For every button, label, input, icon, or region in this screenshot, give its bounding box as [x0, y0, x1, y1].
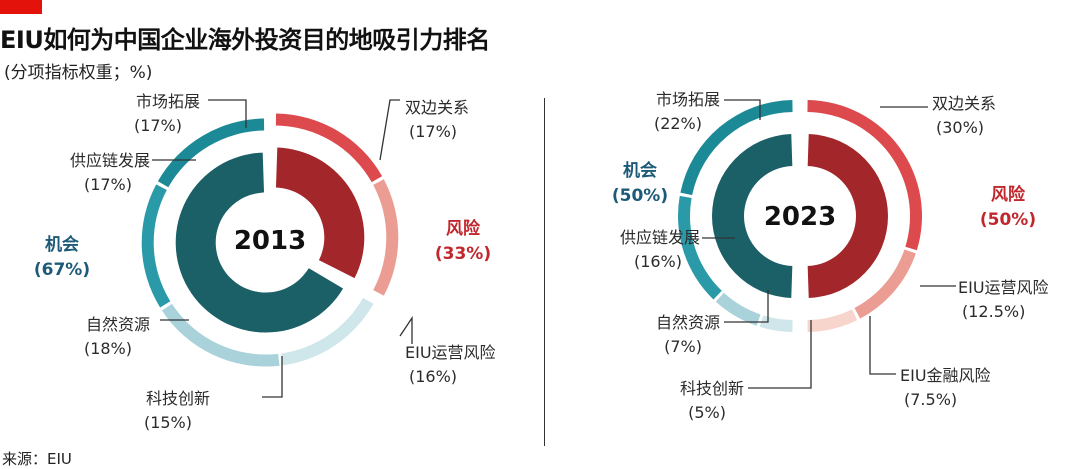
group-value-opportunity: (67%)	[34, 260, 90, 280]
ring-segment-bilateral-relations	[275, 113, 383, 183]
group-label-opportunity: 机会	[623, 160, 657, 181]
group-label-risk: 风险	[991, 184, 1026, 205]
risk-half	[275, 113, 399, 296]
ring-segment-financial-risk	[807, 309, 858, 332]
segment-value-supply-chain: (16%)	[634, 252, 682, 271]
group-sector-risk	[275, 147, 365, 279]
donut-hole	[222, 192, 318, 288]
segment-value-operational-risk: (16%)	[409, 367, 457, 386]
segment-label-bilateral-relations: 双边关系	[932, 94, 996, 113]
segment-value-operational-risk: (12.5%)	[962, 302, 1025, 321]
segment-value-natural-resources: (18%)	[84, 339, 132, 358]
segment-label-financial-risk: EIU金融风险	[900, 366, 991, 385]
ring-segment-operational-risk	[854, 249, 916, 319]
segment-label-supply-chain: 供应链发展	[70, 151, 150, 170]
segment-label-market-expansion: 市场拓展	[136, 92, 200, 111]
ring-segment-tech-innovation	[759, 315, 793, 332]
segment-value-natural-resources: (7%)	[664, 337, 702, 356]
ring-segment-operational-risk	[373, 179, 399, 296]
year-label: 2023	[764, 202, 836, 232]
segment-value-market-expansion: (22%)	[654, 114, 702, 133]
opportunity-half	[678, 100, 793, 332]
chart-subtitle: (分项指标权重；%)	[4, 63, 153, 83]
segment-label-natural-resources: 自然资源	[656, 313, 720, 332]
group-value-opportunity: (50%)	[612, 186, 668, 206]
donut-hole	[752, 168, 848, 264]
ring-segment-supply-chain	[141, 184, 171, 308]
group-value-risk: (33%)	[435, 244, 491, 264]
ring-segment-natural-resources	[161, 303, 280, 367]
leader-line-tech-innovation	[262, 356, 283, 398]
opportunity-half	[141, 118, 374, 367]
segment-label-market-expansion: 市场拓展	[656, 90, 720, 109]
group-sector-opportunity	[175, 152, 344, 333]
segment-value-tech-innovation: (5%)	[688, 403, 726, 422]
leader-line-natural-resources	[724, 290, 769, 323]
segment-value-tech-innovation: (15%)	[144, 413, 192, 432]
segment-value-bilateral-relations: (17%)	[409, 122, 457, 141]
segment-label-operational-risk: EIU运营风险	[405, 343, 496, 362]
risk-half	[807, 100, 922, 332]
ring-segment-tech-innovation	[281, 297, 374, 366]
segment-label-tech-innovation: 科技创新	[680, 379, 744, 398]
ring-segment-market-expansion	[680, 100, 793, 196]
leader-line-operational-risk	[399, 315, 413, 344]
ring-segment-natural-resources	[715, 292, 761, 326]
group-sector-opportunity	[712, 134, 793, 298]
segment-value-financial-risk: (7.5%)	[904, 390, 957, 409]
segment-label-natural-resources: 自然资源	[86, 315, 150, 334]
segment-value-supply-chain: (17%)	[84, 175, 132, 194]
chart-title: EIU如何为中国企业海外投资目的地吸引力排名	[0, 26, 490, 54]
panel-divider	[544, 98, 545, 446]
segment-label-bilateral-relations: 双边关系	[405, 98, 469, 117]
segment-label-tech-innovation: 科技创新	[146, 389, 210, 408]
donut-2023: 2023 双边关系 (30%) EIU运营风险 (12.5%) EIU金融风险 (7.5%)…	[612, 90, 1049, 422]
source-note: 来源：EIU	[2, 450, 72, 468]
leader-line-market-expansion	[208, 99, 247, 128]
segment-label-operational-risk: EIU运营风险	[958, 278, 1049, 297]
segment-value-bilateral-relations: (30%)	[936, 118, 984, 137]
year-label: 2013	[234, 226, 306, 256]
ring-segment-supply-chain	[678, 195, 722, 300]
accent-bar	[0, 0, 42, 14]
group-label-opportunity: 机会	[45, 234, 79, 255]
leader-line-market-expansion	[724, 99, 761, 120]
leader-line-bilateral-relations	[379, 99, 400, 161]
group-label-risk: 风险	[446, 218, 481, 239]
group-value-risk: (50%)	[980, 210, 1036, 230]
segment-label-supply-chain: 供应链发展	[620, 228, 700, 247]
segment-value-market-expansion: (17%)	[134, 116, 182, 135]
ring-segment-market-expansion	[157, 118, 265, 188]
ring-segment-bilateral-relations	[807, 100, 922, 251]
leader-line-tech-innovation	[748, 320, 812, 389]
group-sector-risk	[807, 134, 888, 298]
donut-2013: 2013 双边关系 (17%) EIU运营风险 (16%) 科技创新 (15%) 自然资源 (1…	[34, 92, 496, 432]
leader-line-financial-risk	[869, 316, 896, 375]
